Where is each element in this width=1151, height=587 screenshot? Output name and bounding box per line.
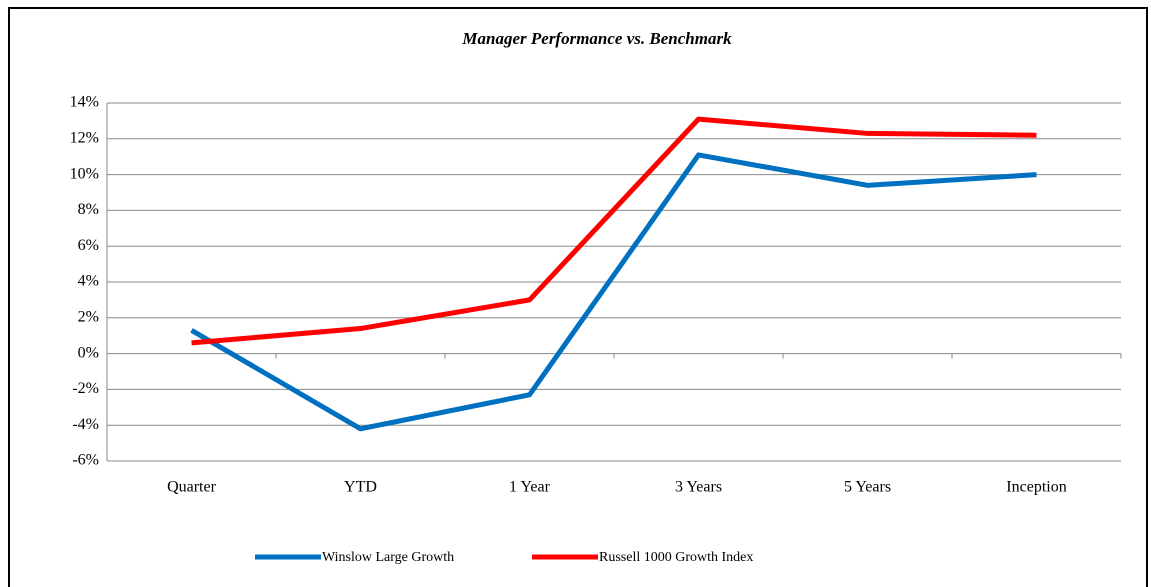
x-tick-label: YTD bbox=[344, 479, 377, 496]
series-line bbox=[191, 116, 1037, 346]
y-tick-label: -6% bbox=[72, 452, 99, 469]
series-line bbox=[190, 152, 1037, 432]
y-tick-label: -2% bbox=[72, 380, 99, 397]
x-tick-label: Inception bbox=[1006, 479, 1066, 496]
x-tick-label: 5 Years bbox=[844, 479, 891, 496]
y-tick-label: 6% bbox=[78, 237, 99, 254]
x-tick-label: 3 Years bbox=[675, 479, 722, 496]
x-tick-label: 1 Year bbox=[509, 479, 551, 496]
y-tick-label: 10% bbox=[70, 165, 99, 182]
x-tick-label: Quarter bbox=[167, 479, 217, 496]
y-tick-label: -4% bbox=[72, 416, 99, 433]
y-tick-label: 8% bbox=[78, 201, 99, 218]
y-tick-label: 2% bbox=[78, 308, 99, 325]
legend-label: Winslow Large Growth bbox=[322, 550, 454, 565]
y-tick-label: 4% bbox=[78, 273, 99, 290]
chart-border bbox=[8, 7, 1148, 587]
chart-title: Manager Performance vs. Benchmark bbox=[461, 29, 732, 48]
legend-label: Russell 1000 Growth Index bbox=[599, 550, 753, 565]
y-tick-label: 14% bbox=[70, 94, 99, 111]
y-tick-label: 0% bbox=[78, 344, 99, 361]
y-tick-label: 12% bbox=[70, 129, 99, 146]
